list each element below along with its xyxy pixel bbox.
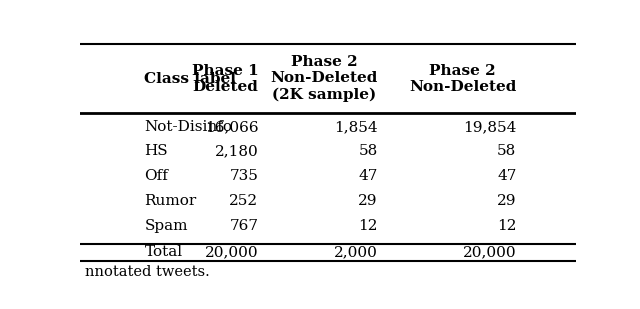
Text: 2,000: 2,000 — [333, 245, 378, 260]
Text: 735: 735 — [230, 169, 259, 183]
Text: 29: 29 — [358, 194, 378, 208]
Text: 47: 47 — [497, 169, 516, 183]
Text: 767: 767 — [230, 218, 259, 233]
Text: 1,854: 1,854 — [334, 120, 378, 134]
Text: 16,066: 16,066 — [205, 120, 259, 134]
Text: Phase 2
Non-Deleted
(2K sample): Phase 2 Non-Deleted (2K sample) — [270, 55, 378, 102]
Text: 2,180: 2,180 — [215, 145, 259, 159]
Text: Class label: Class label — [145, 72, 237, 86]
Text: 47: 47 — [358, 169, 378, 183]
Text: 12: 12 — [358, 218, 378, 233]
Text: 58: 58 — [358, 145, 378, 159]
Text: nnotated tweets.: nnotated tweets. — [85, 265, 210, 280]
Text: 29: 29 — [497, 194, 516, 208]
Text: 19,854: 19,854 — [463, 120, 516, 134]
Text: Off: Off — [145, 169, 168, 183]
Text: Not-Disinfo: Not-Disinfo — [145, 120, 232, 134]
Text: 58: 58 — [497, 145, 516, 159]
Text: 20,000: 20,000 — [463, 245, 516, 260]
Text: 12: 12 — [497, 218, 516, 233]
Text: Phase 1
Deleted: Phase 1 Deleted — [192, 64, 259, 94]
Text: HS: HS — [145, 145, 168, 159]
Text: Total: Total — [145, 245, 182, 260]
Text: Phase 2
Non-Deleted: Phase 2 Non-Deleted — [409, 64, 516, 94]
Text: Rumor: Rumor — [145, 194, 196, 208]
Text: Spam: Spam — [145, 218, 188, 233]
Text: 252: 252 — [229, 194, 259, 208]
Text: 20,000: 20,000 — [205, 245, 259, 260]
